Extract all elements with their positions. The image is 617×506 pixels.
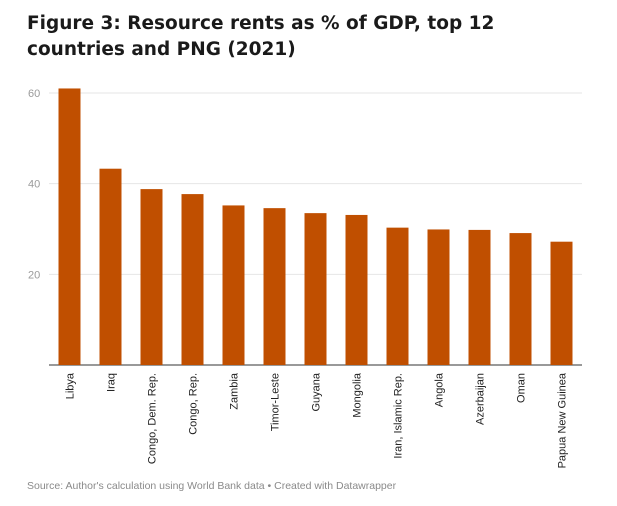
x-tick-label: Zambia xyxy=(229,372,241,410)
bar-azerbaijan xyxy=(468,229,491,365)
bar-guyana xyxy=(304,213,327,365)
x-tick-label: Congo, Dem. Rep. xyxy=(147,373,159,464)
bar-iran-islamic-rep xyxy=(386,227,409,365)
bar-timor-leste xyxy=(263,208,286,365)
bars xyxy=(58,88,573,365)
y-tick-label: 60 xyxy=(28,88,40,100)
y-tick-label: 20 xyxy=(28,269,40,281)
bar-papua-new-guinea xyxy=(550,241,573,365)
bar-iraq xyxy=(99,168,122,365)
bar-oman xyxy=(509,233,532,365)
chart-title: Figure 3: Resource rents as % of GDP, to… xyxy=(27,13,495,60)
bar-angola xyxy=(427,229,450,365)
category-labels: Libya Iraq Congo, Dem. Rep. Congo, Rep. Zamb… xyxy=(65,372,569,468)
bar-mongolia xyxy=(345,214,368,365)
y-tick-label: 40 xyxy=(28,179,40,191)
x-tick-label: Timor-Leste xyxy=(270,373,282,431)
bar-zambia xyxy=(222,205,245,365)
x-tick-label: Azerbaijan xyxy=(475,373,487,425)
x-tick-label: Angola xyxy=(434,372,446,407)
x-tick-label: Libya xyxy=(65,372,77,399)
x-tick-label: Guyana xyxy=(311,372,323,411)
bar-libya xyxy=(58,88,81,365)
x-tick-label: Iraq xyxy=(106,373,118,392)
x-tick-label: Congo, Rep. xyxy=(188,373,200,435)
x-tick-label: Oman xyxy=(516,373,528,403)
bar-congo-dem-rep xyxy=(140,189,163,365)
x-tick-label: Mongolia xyxy=(352,372,364,418)
source-note: Source: Author's calculation using World… xyxy=(27,480,397,492)
x-tick-label: Iran, Islamic Rep. xyxy=(393,373,405,459)
x-tick-label: Papua New Guinea xyxy=(557,372,569,468)
bar-congo-rep xyxy=(181,194,204,365)
